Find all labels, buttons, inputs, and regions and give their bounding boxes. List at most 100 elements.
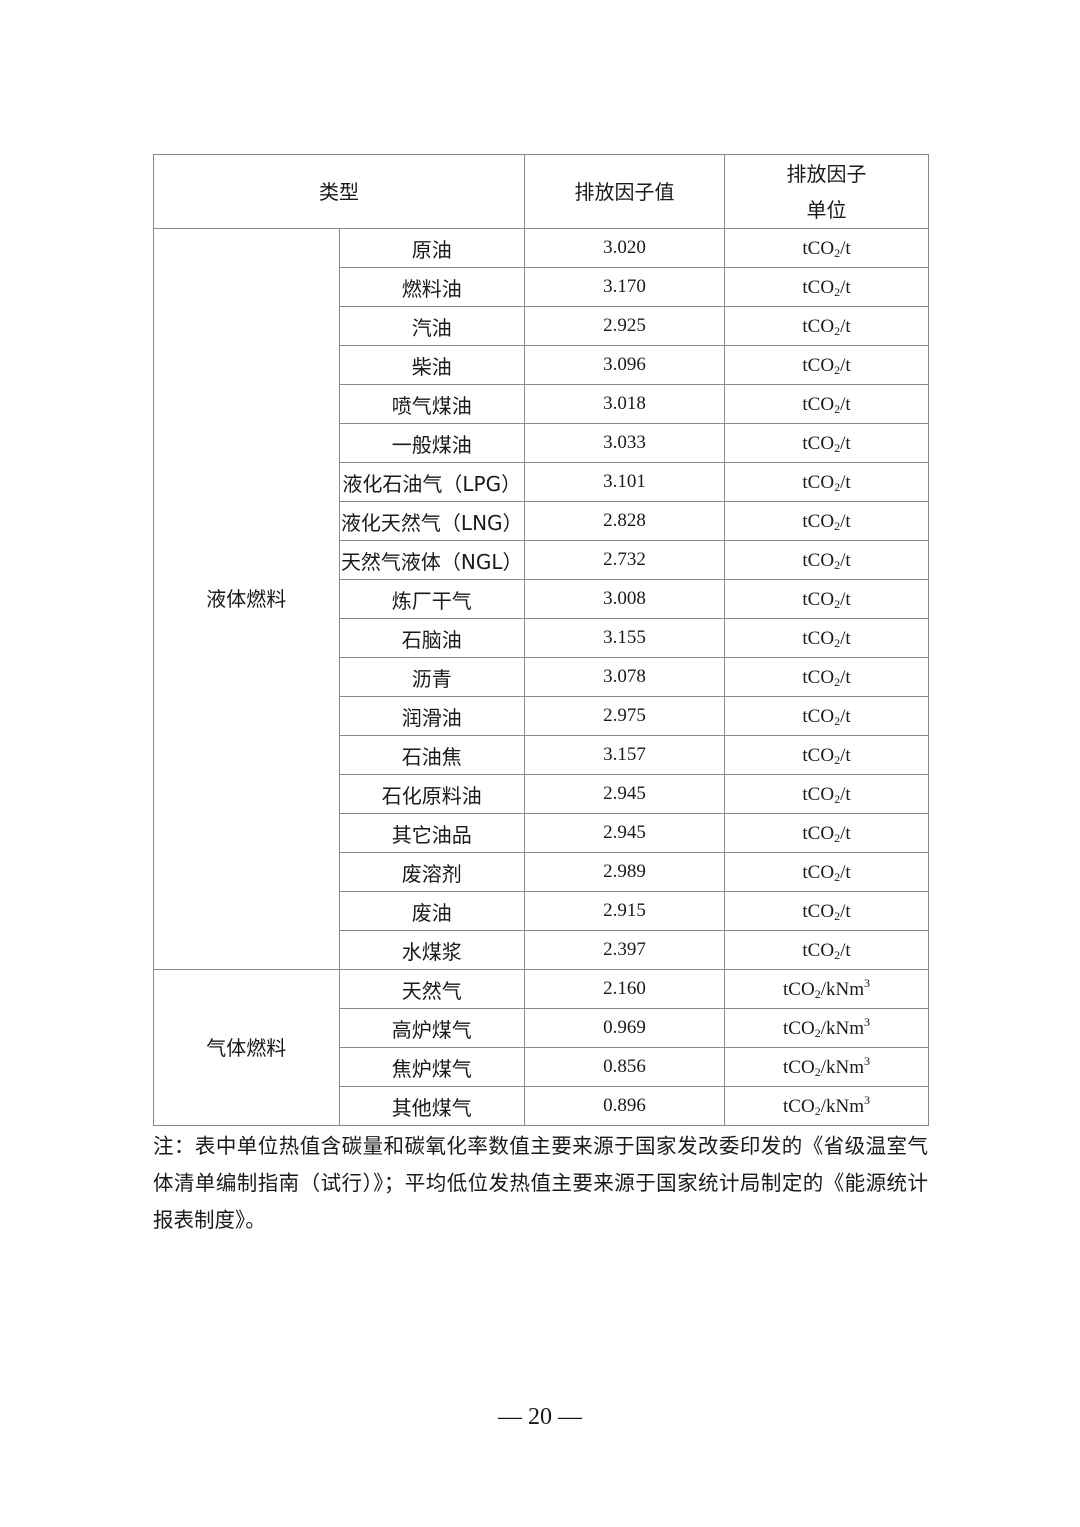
header-type: 类型: [153, 154, 525, 229]
factor-unit: tCO2/kNm3: [724, 1047, 929, 1087]
unit-base: tCO: [802, 784, 835, 805]
unit-rest: /t: [840, 511, 851, 532]
emission-factor-table: 类型 排放因子值 排放因子 单位 液体燃料 原油 3.020 tCO2/t 燃料油 3.17…: [153, 154, 929, 1126]
factor-value: 2.397: [524, 930, 725, 970]
unit-subscript: 2: [834, 285, 841, 299]
category-cell: 液体燃料: [153, 228, 340, 970]
factor-unit: tCO2/t: [724, 228, 929, 268]
unit-rest: /t: [840, 433, 851, 454]
factor-unit: tCO2/t: [724, 501, 929, 541]
factor-unit: tCO2/t: [724, 267, 929, 307]
page-number: — 20 —: [498, 1404, 582, 1430]
factor-value: 2.915: [524, 891, 725, 931]
factor-value: 0.896: [524, 1086, 725, 1126]
unit-rest: /t: [840, 862, 851, 883]
table-row: 废油 2.915 tCO2/t: [154, 891, 929, 931]
unit-subscript: 2: [834, 792, 841, 806]
unit-rest: /t: [840, 706, 851, 727]
factor-value: 3.101: [524, 462, 725, 502]
unit-subscript: 2: [834, 597, 841, 611]
table-row: 炼厂干气 3.008 tCO2/t: [154, 579, 929, 619]
unit-base: tCO: [802, 706, 835, 727]
table-row: 润滑油 2.975 tCO2/t: [154, 696, 929, 736]
unit-base: tCO: [802, 745, 835, 766]
unit-rest: /kNm: [820, 1096, 864, 1117]
unit-subscript: 2: [834, 675, 841, 689]
factor-unit: tCO2/t: [724, 657, 929, 697]
fuel-name: 汽油: [338, 306, 525, 346]
fuel-name: 高炉煤气: [338, 1008, 525, 1048]
table-row: 液化天然气（LNG） 2.828 tCO2/t: [154, 501, 929, 541]
table-row: 一般煤油 3.033 tCO2/t: [154, 423, 929, 463]
factor-unit: tCO2/t: [724, 813, 929, 853]
unit-rest: /t: [840, 667, 851, 688]
factor-unit: tCO2/t: [724, 930, 929, 970]
table-row: 燃料油 3.170 tCO2/t: [154, 267, 929, 307]
unit-subscript: 2: [814, 1026, 821, 1040]
factor-value: 3.020: [524, 228, 725, 268]
unit-base: tCO: [802, 355, 835, 376]
unit-base: tCO: [802, 862, 835, 883]
unit-base: tCO: [802, 316, 835, 337]
unit-subscript: 2: [834, 441, 841, 455]
table-row: 焦炉煤气 0.856 tCO2/kNm3: [154, 1047, 929, 1087]
header-value: 排放因子值: [524, 154, 725, 229]
header-unit: 排放因子 单位: [724, 154, 929, 229]
factor-unit: tCO2/t: [724, 540, 929, 580]
unit-rest: /t: [840, 355, 851, 376]
unit-rest: /t: [840, 277, 851, 298]
factor-unit: tCO2/t: [724, 462, 929, 502]
table-row: 水煤浆 2.397 tCO2/t: [154, 930, 929, 970]
fuel-name: 石化原料油: [338, 774, 525, 814]
unit-superscript: 3: [863, 1093, 870, 1107]
fuel-name: 柴油: [338, 345, 525, 385]
fuel-name: 水煤浆: [338, 930, 525, 970]
category-cell: 气体燃料: [153, 969, 340, 1126]
unit-rest: /t: [840, 238, 851, 259]
fuel-name: 其它油品: [338, 813, 525, 853]
unit-base: tCO: [783, 1057, 815, 1078]
unit-rest: /t: [840, 823, 851, 844]
unit-subscript: 2: [834, 870, 841, 884]
fuel-name: 石油焦: [338, 735, 525, 775]
fuel-name: 炼厂干气: [338, 579, 525, 619]
unit-superscript: 3: [863, 976, 870, 990]
table-row: 气体燃料 天然气 2.160 tCO2/kNm3: [153, 969, 929, 1126]
factor-unit: tCO2/t: [724, 852, 929, 892]
unit-base: tCO: [802, 511, 835, 532]
factor-unit: tCO2/t: [724, 735, 929, 775]
fuel-name: 石脑油: [338, 618, 525, 658]
unit-rest: /t: [840, 394, 851, 415]
unit-subscript: 2: [834, 402, 841, 416]
unit-subscript: 2: [814, 987, 821, 1001]
unit-rest: /t: [840, 316, 851, 337]
unit-base: tCO: [802, 901, 835, 922]
factor-unit: tCO2/t: [724, 384, 929, 424]
unit-rest: /kNm: [820, 1057, 864, 1078]
unit-subscript: 2: [834, 636, 841, 650]
fuel-name: 原油: [338, 228, 525, 268]
unit-rest: /t: [840, 901, 851, 922]
unit-base: tCO: [802, 589, 835, 610]
header-unit-line1: 排放因子: [786, 161, 867, 186]
unit-rest: /t: [840, 628, 851, 649]
unit-base: tCO: [802, 472, 835, 493]
table-row: 液化石油气（LPG） 3.101 tCO2/t: [154, 462, 929, 502]
unit-rest: /kNm: [820, 979, 864, 1000]
unit-rest: /t: [840, 589, 851, 610]
unit-subscript: 2: [814, 1104, 821, 1118]
table-row: 其他煤气 0.896 tCO2/kNm3: [154, 1086, 929, 1126]
factor-unit: tCO2/t: [724, 891, 929, 931]
unit-base: tCO: [802, 394, 835, 415]
factor-value: 3.096: [524, 345, 725, 385]
table-row: 液体燃料 原油 3.020 tCO2/t: [153, 228, 929, 970]
unit-base: tCO: [802, 550, 835, 571]
table-row: 废溶剂 2.989 tCO2/t: [154, 852, 929, 892]
fuel-name: 沥青: [338, 657, 525, 697]
factor-value: 2.945: [524, 813, 725, 853]
table-header-row: 类型 排放因子值 排放因子 单位: [153, 154, 929, 229]
fuel-name: 天然气: [338, 969, 525, 1009]
factor-value: 0.856: [524, 1047, 725, 1087]
fuel-name: 液化石油气（LPG）: [338, 462, 525, 502]
unit-base: tCO: [783, 979, 815, 1000]
